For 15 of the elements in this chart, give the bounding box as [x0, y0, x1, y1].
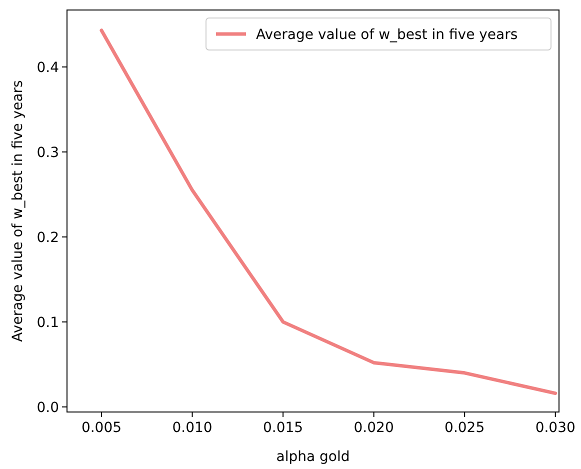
x-tick-label: 0.005	[81, 420, 122, 436]
y-axis-title: Average value of w_best in five years	[10, 80, 26, 342]
y-tick-label: 0.3	[36, 144, 59, 161]
x-axis-title: alpha gold	[276, 449, 350, 465]
x-tick-label: 0.010	[172, 420, 212, 436]
y-tick-label: 0.2	[36, 230, 59, 246]
x-tick-label: 0.030	[535, 420, 576, 436]
y-tick-label: 0.0	[36, 400, 59, 416]
x-tick-label: 0.020	[354, 420, 394, 436]
y-tick-label: 0.1	[36, 314, 59, 331]
line-series	[100, 28, 558, 396]
y-tick-label: 0.4	[36, 60, 60, 76]
x-tick-label: 0.015	[262, 420, 304, 436]
legend-label: Average value of w_best in five years	[256, 26, 518, 43]
x-tick-label: 0.025	[444, 420, 485, 436]
